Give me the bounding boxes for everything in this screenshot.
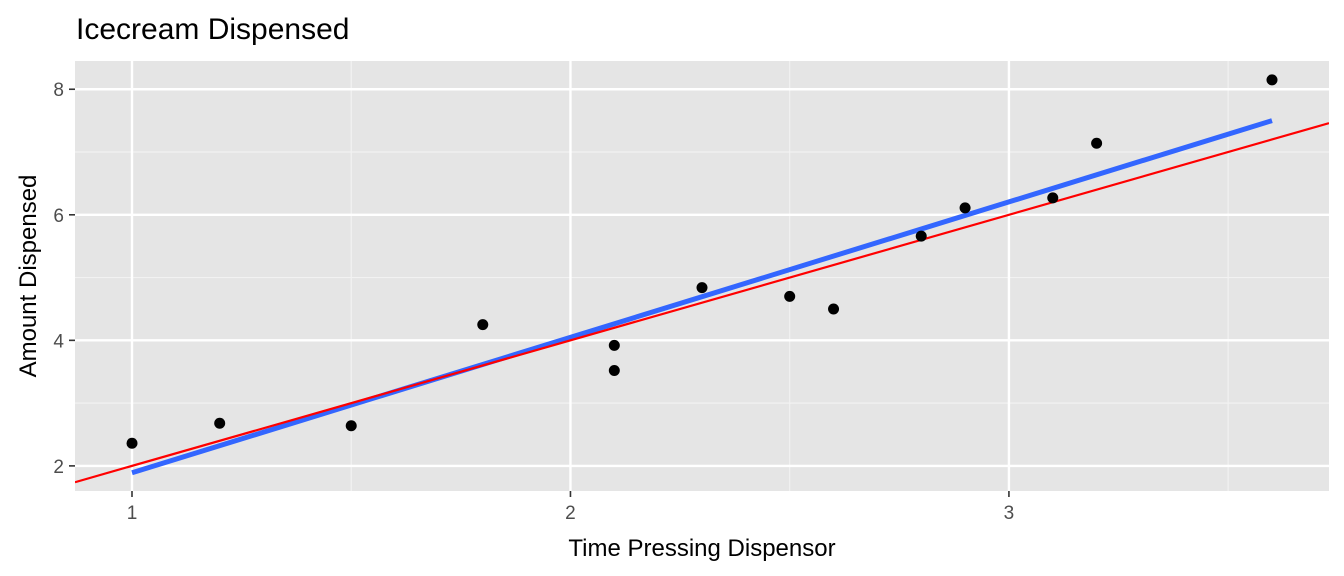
lines-layer <box>75 118 1329 484</box>
data-point <box>608 364 620 376</box>
x-tick-label: 3 <box>1004 503 1015 524</box>
data-point <box>828 303 840 315</box>
y-tick-label: 2 <box>53 457 64 478</box>
data-point <box>696 282 708 294</box>
y-tick-label: 8 <box>53 80 64 101</box>
y-axis-title: Amount Dispensed <box>15 175 42 378</box>
data-point <box>345 420 357 432</box>
y-axis: 2 4 6 8 <box>53 80 75 478</box>
data-point <box>477 319 489 331</box>
x-tick-label: 2 <box>565 503 576 524</box>
y-tick-label: 4 <box>53 331 64 352</box>
y-tick-label: 6 <box>53 206 64 227</box>
x-axis: 1 2 3 <box>127 491 1015 524</box>
data-point <box>784 290 796 302</box>
data-point <box>1047 192 1059 204</box>
data-point <box>214 417 226 429</box>
data-point <box>1266 74 1278 86</box>
chart-title: Icecream Dispensed <box>76 13 349 46</box>
plot-panel <box>75 61 1329 491</box>
reference-line <box>75 122 1329 484</box>
major-gridlines <box>75 61 1329 491</box>
regression-line <box>131 118 1273 476</box>
data-point <box>1091 137 1103 149</box>
data-point <box>959 202 971 214</box>
points-layer <box>126 74 1278 449</box>
data-point <box>608 339 620 351</box>
x-axis-title: Time Pressing Dispensor <box>568 535 835 562</box>
data-point <box>915 230 927 242</box>
data-point <box>126 437 138 449</box>
x-tick-label: 1 <box>127 503 138 524</box>
